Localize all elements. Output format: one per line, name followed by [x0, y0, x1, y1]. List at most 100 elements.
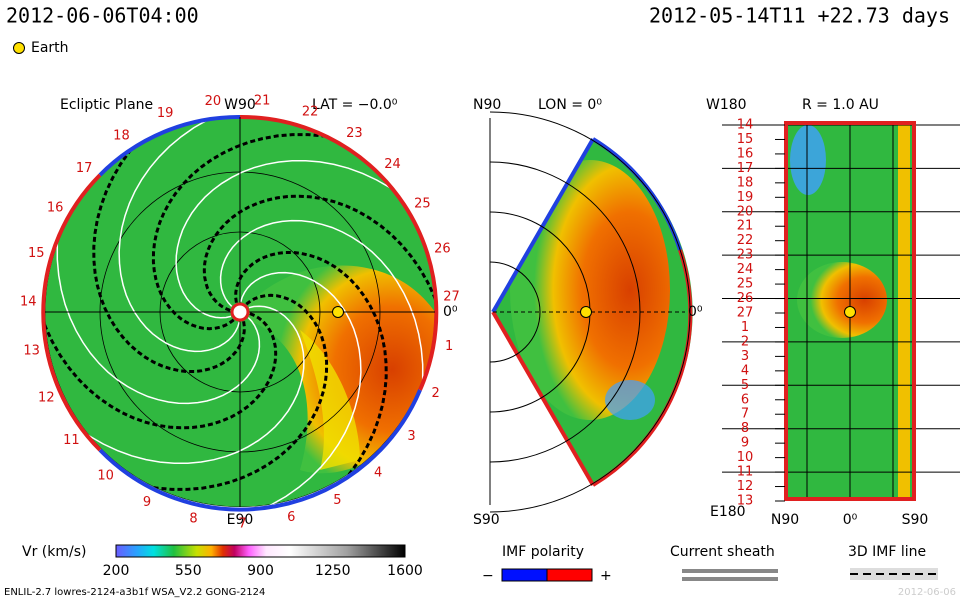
slow-wind [605, 380, 655, 420]
border [98, 389, 422, 512]
y-label: 25 [737, 277, 754, 292]
border [491, 310, 595, 487]
y-label: 5 [741, 378, 749, 393]
colorbar [115, 544, 406, 558]
y-label: 24 [737, 262, 754, 277]
y-label: 20 [737, 204, 754, 219]
y-label: 15 [737, 132, 754, 147]
spiral [151, 133, 341, 331]
y-label: 7 [741, 407, 749, 422]
spiral [92, 137, 246, 373]
fast-core [300, 330, 360, 470]
earth [332, 306, 344, 318]
carrington-label: 6 [287, 510, 295, 525]
carrington-label: 9 [143, 495, 151, 510]
earth-label: Earth [31, 40, 69, 56]
colorbar-tick: 1250 [315, 563, 351, 579]
carrington-label: 24 [384, 157, 401, 172]
y-label: 26 [737, 291, 754, 306]
sphere-plot: W180 R = 1.0 AU E180 [706, 97, 960, 520]
e180: E180 [710, 504, 746, 520]
y-label: 27 [737, 306, 754, 321]
border [98, 114, 241, 177]
border [239, 114, 439, 391]
earth-icon [13, 42, 25, 54]
carrington-label: 7 [238, 516, 246, 531]
x-label: 0⁰ [843, 512, 858, 528]
y-label: 6 [741, 392, 749, 407]
y-label: 11 [737, 465, 754, 480]
y-label: 4 [741, 363, 749, 378]
positive [546, 568, 593, 582]
sheath-line [682, 569, 778, 573]
colorbar-tick: 550 [175, 563, 202, 579]
sector-line [239, 271, 362, 507]
carrington-label: 21 [254, 94, 271, 109]
y-label: 10 [737, 450, 754, 465]
carrington-label: 22 [302, 104, 319, 119]
range-arc [489, 111, 691, 513]
minus: − [482, 568, 494, 584]
carrington-label: 15 [28, 246, 45, 261]
y-label: 8 [741, 421, 749, 436]
n90: N90 [473, 97, 501, 113]
carrington-label: 20 [205, 94, 222, 109]
spiral [234, 251, 388, 487]
w180: W180 [706, 97, 747, 113]
panel-title: LON = 0⁰ [538, 97, 602, 113]
s90: S90 [473, 512, 500, 528]
colorbar-tick: 1600 [387, 563, 423, 579]
spiral [45, 311, 278, 430]
carrington-label: 10 [97, 468, 114, 483]
zero: 0⁰ [688, 304, 703, 320]
y-label: 16 [737, 146, 754, 161]
negative [501, 568, 548, 582]
border [784, 121, 916, 501]
y-label: 23 [737, 248, 754, 263]
sun [230, 302, 250, 322]
meridional-plot: N90 LON = 0⁰ S90 0⁰ [473, 97, 703, 528]
y-label: 17 [737, 161, 754, 176]
carrington-label: 14 [20, 295, 37, 310]
w90: W90 [224, 97, 256, 113]
sector-line [175, 159, 405, 319]
carrington-label: 25 [414, 196, 431, 211]
y-label: 18 [737, 175, 754, 190]
y-label: 2 [741, 334, 749, 349]
carrington-label: 2 [431, 386, 439, 401]
sector-line [56, 227, 261, 405]
carrington-label: 3 [407, 429, 415, 444]
y-label: 22 [737, 233, 754, 248]
spiral [202, 194, 435, 313]
y-label: 21 [737, 219, 754, 234]
carrington-label: 13 [23, 344, 40, 359]
sector-line [118, 117, 241, 353]
lat: LAT = −0.0⁰ [312, 97, 398, 113]
carrington-label: 12 [38, 391, 55, 406]
range-arc [489, 261, 541, 363]
earth [580, 306, 592, 318]
y-label: 14 [737, 118, 754, 133]
time-left: 2012-06-06T04:00 [6, 4, 199, 28]
ecliptic-plot: Ecliptic Plane W90 E90 0⁰ LAT = −0.0⁰ [41, 97, 458, 528]
colorbar-tick: 900 [247, 563, 274, 579]
panel-title: Ecliptic Plane [60, 97, 153, 113]
zero: 0⁰ [443, 304, 458, 320]
spiral [139, 293, 329, 491]
border [41, 173, 102, 452]
border [491, 137, 595, 314]
slow-wind [790, 125, 826, 195]
fast-wind [797, 262, 887, 338]
y-label: 19 [737, 190, 754, 205]
carrington-label: 8 [189, 511, 197, 526]
time-right: 2012-05-14T11 +22.73 days [649, 4, 950, 28]
footer-left: ENLIL-2.7 lowres-2124-a3b1f WSA_V2.2 GON… [4, 587, 265, 598]
carrington-label: 11 [63, 433, 80, 448]
carrington-label: 23 [346, 126, 363, 141]
y-label: 3 [741, 349, 749, 364]
x-label: N90 [771, 512, 799, 528]
carrington-label: 16 [47, 201, 64, 216]
panel-title: R = 1.0 AU [802, 97, 879, 113]
colorbar-tick: 200 [103, 563, 130, 579]
